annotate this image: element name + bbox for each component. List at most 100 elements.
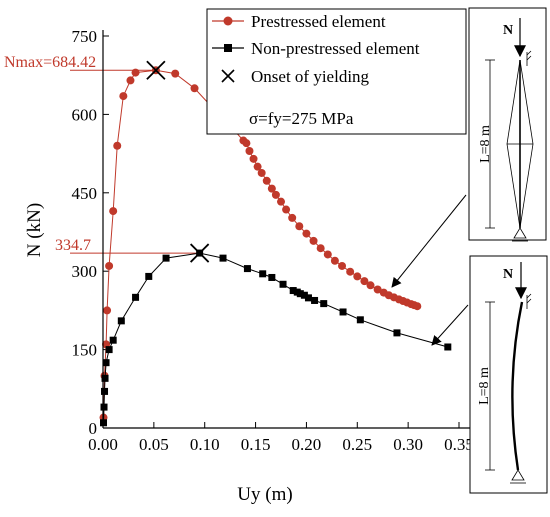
- data-point: [102, 359, 110, 367]
- data-point: [316, 244, 325, 253]
- x-tick-label: 0.25: [342, 435, 372, 454]
- data-point: [330, 256, 339, 265]
- data-point: [113, 141, 122, 150]
- x-tick-label: 0.35: [444, 435, 474, 454]
- reference-lines: [70, 69, 200, 254]
- data-point: [105, 261, 114, 270]
- legend-label-nonprestressed: Non-prestressed element: [251, 39, 420, 58]
- yield-marker: [146, 60, 166, 80]
- data-point: [249, 154, 258, 163]
- y-tick-label: 600: [72, 105, 98, 124]
- inset-prestressed: N L=8 m: [468, 7, 547, 242]
- data-point: [311, 296, 319, 304]
- data-point: [338, 261, 347, 270]
- data-point: [253, 162, 262, 171]
- y-tick-label: 150: [72, 341, 98, 360]
- data-point: [162, 254, 170, 262]
- data-point: [309, 236, 318, 245]
- inset-drawing: [485, 293, 532, 484]
- data-point: [103, 306, 112, 315]
- legend-item-prestressed: Prestressed element: [212, 12, 386, 31]
- x-axis-title: Uy (m): [237, 484, 292, 505]
- y-tick-label: 300: [72, 262, 98, 281]
- inset-length-label: L=8 m: [478, 125, 493, 163]
- y-tick-label: 750: [72, 27, 98, 46]
- data-point: [346, 267, 355, 276]
- x-tick-label: 0.10: [190, 435, 220, 454]
- x-tick-label: 0.20: [292, 435, 322, 454]
- data-point: [109, 336, 117, 344]
- x-tick-label: 0.05: [139, 435, 169, 454]
- data-point: [242, 139, 251, 148]
- data-point: [289, 287, 297, 295]
- data-point: [101, 374, 109, 382]
- y-tick-label: 0: [89, 419, 98, 438]
- y-axis-title: N (kN): [24, 203, 45, 257]
- data-point: [320, 300, 328, 308]
- data-point: [304, 294, 312, 302]
- x-tick-label: 0.30: [393, 435, 423, 454]
- data-point: [267, 184, 276, 193]
- data-point: [300, 291, 308, 299]
- data-point: [100, 403, 108, 411]
- inset-length-label: L=8 m: [477, 367, 492, 405]
- data-point: [268, 273, 276, 281]
- data-point: [105, 346, 113, 354]
- data-point: [366, 281, 375, 290]
- data-point: [262, 176, 271, 185]
- legend-label-prestressed: Prestressed element: [251, 12, 386, 31]
- data-point: [145, 272, 153, 280]
- data-point: [295, 222, 304, 231]
- data-point: [190, 84, 199, 93]
- data-point: [243, 265, 251, 273]
- data-point: [339, 308, 347, 316]
- legend-marker-cross: [221, 69, 235, 83]
- data-point: [356, 316, 364, 324]
- inset-box: [468, 7, 547, 241]
- legend-box: [206, 8, 467, 135]
- data-point: [282, 205, 291, 214]
- legend-label-yielding: Onset of yielding: [251, 67, 370, 86]
- nmax-nonprestressed-label: 334.7: [55, 237, 91, 254]
- legend-marker-circle: [223, 16, 233, 26]
- inset-load-label: N: [503, 23, 513, 38]
- series-line: [103, 252, 448, 423]
- series-layer: [99, 66, 452, 427]
- inset-drawing: [485, 50, 534, 242]
- data-point: [131, 68, 140, 77]
- y-axis-ticks: 0 150 300 450 600 750: [72, 27, 109, 438]
- nmax-prestressed-label: Nmax=684.42: [4, 54, 96, 71]
- inset-box: [469, 255, 548, 494]
- data-point: [219, 254, 227, 262]
- data-point: [109, 207, 118, 216]
- y-tick-label: 450: [72, 184, 98, 203]
- inset-load-label: N: [503, 267, 513, 282]
- legend: Prestressed element Non-prestressed elem…: [206, 8, 467, 135]
- data-point: [171, 69, 180, 78]
- data-point: [101, 387, 109, 395]
- legend-item-nonprestressed: Non-prestressed element: [212, 39, 420, 58]
- data-point: [413, 302, 422, 311]
- data-point: [288, 213, 297, 222]
- data-point: [245, 146, 254, 155]
- data-point: [296, 290, 304, 298]
- data-point: [279, 280, 287, 288]
- data-point: [126, 76, 135, 85]
- x-tick-label: 0.00: [88, 435, 118, 454]
- data-point: [353, 272, 362, 281]
- data-point: [271, 190, 280, 199]
- data-point: [360, 277, 369, 286]
- x-tick-label: 0.15: [241, 435, 271, 454]
- legend-note: σ=fy=275 MPa: [249, 109, 354, 128]
- legend-item-yielding: Onset of yielding: [221, 67, 370, 86]
- yield-markers: [146, 60, 210, 263]
- data-point: [257, 168, 266, 177]
- data-point: [119, 92, 128, 101]
- callout-arrow-nonprestressed: [431, 304, 469, 346]
- inset-nonprestressed: N L=8 m: [469, 255, 548, 494]
- data-point: [302, 229, 311, 238]
- data-point: [323, 250, 332, 259]
- data-point: [277, 197, 285, 206]
- data-point: [444, 343, 452, 351]
